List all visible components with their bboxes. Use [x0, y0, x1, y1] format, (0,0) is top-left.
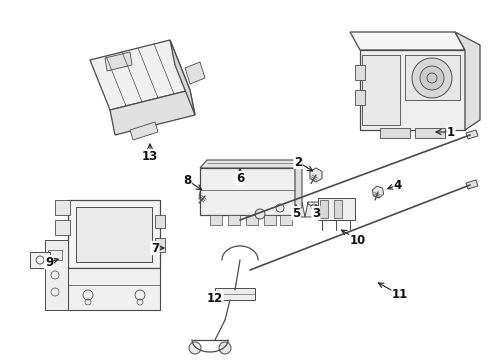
Text: 6: 6: [235, 171, 244, 185]
Polygon shape: [68, 268, 160, 310]
Polygon shape: [199, 190, 211, 202]
Text: 7: 7: [151, 242, 159, 255]
Polygon shape: [361, 55, 399, 125]
Polygon shape: [55, 220, 70, 235]
Polygon shape: [309, 168, 322, 182]
Polygon shape: [465, 130, 477, 139]
Polygon shape: [155, 238, 164, 252]
Polygon shape: [68, 200, 160, 268]
Circle shape: [219, 342, 230, 354]
Polygon shape: [354, 65, 364, 80]
Polygon shape: [90, 40, 190, 110]
Polygon shape: [454, 32, 479, 130]
Polygon shape: [110, 90, 195, 135]
Text: 10: 10: [349, 234, 366, 247]
Polygon shape: [319, 200, 327, 218]
Polygon shape: [45, 240, 68, 310]
Polygon shape: [280, 215, 291, 225]
Polygon shape: [170, 40, 195, 115]
Text: 8: 8: [183, 174, 191, 186]
Text: 13: 13: [142, 149, 158, 162]
Polygon shape: [379, 128, 409, 138]
Polygon shape: [404, 55, 459, 100]
Polygon shape: [130, 122, 158, 140]
Circle shape: [275, 204, 284, 212]
Polygon shape: [333, 200, 341, 218]
Polygon shape: [30, 252, 50, 268]
Polygon shape: [155, 215, 164, 228]
Polygon shape: [227, 215, 240, 225]
Polygon shape: [200, 160, 302, 168]
Polygon shape: [317, 198, 354, 220]
Circle shape: [411, 58, 451, 98]
Text: 2: 2: [293, 156, 302, 168]
Polygon shape: [105, 52, 132, 71]
Polygon shape: [76, 207, 152, 262]
Polygon shape: [305, 202, 323, 217]
Text: 3: 3: [311, 207, 320, 220]
Polygon shape: [354, 90, 364, 105]
Text: 5: 5: [291, 207, 300, 220]
Text: 9: 9: [45, 256, 53, 269]
Polygon shape: [184, 62, 204, 84]
Polygon shape: [245, 215, 258, 225]
Text: 1: 1: [446, 126, 454, 139]
Polygon shape: [349, 32, 464, 50]
Text: 4: 4: [393, 179, 401, 192]
Polygon shape: [55, 200, 70, 215]
Text: 11: 11: [391, 288, 407, 302]
Circle shape: [189, 342, 201, 354]
Polygon shape: [200, 168, 294, 215]
Polygon shape: [286, 202, 305, 217]
Polygon shape: [294, 160, 302, 215]
Polygon shape: [414, 128, 444, 138]
Text: 12: 12: [206, 292, 223, 305]
Polygon shape: [465, 180, 477, 189]
Circle shape: [419, 66, 443, 90]
Polygon shape: [209, 215, 222, 225]
Polygon shape: [371, 186, 383, 198]
Circle shape: [254, 209, 264, 219]
Polygon shape: [264, 215, 275, 225]
Polygon shape: [359, 50, 464, 130]
Polygon shape: [215, 288, 254, 300]
